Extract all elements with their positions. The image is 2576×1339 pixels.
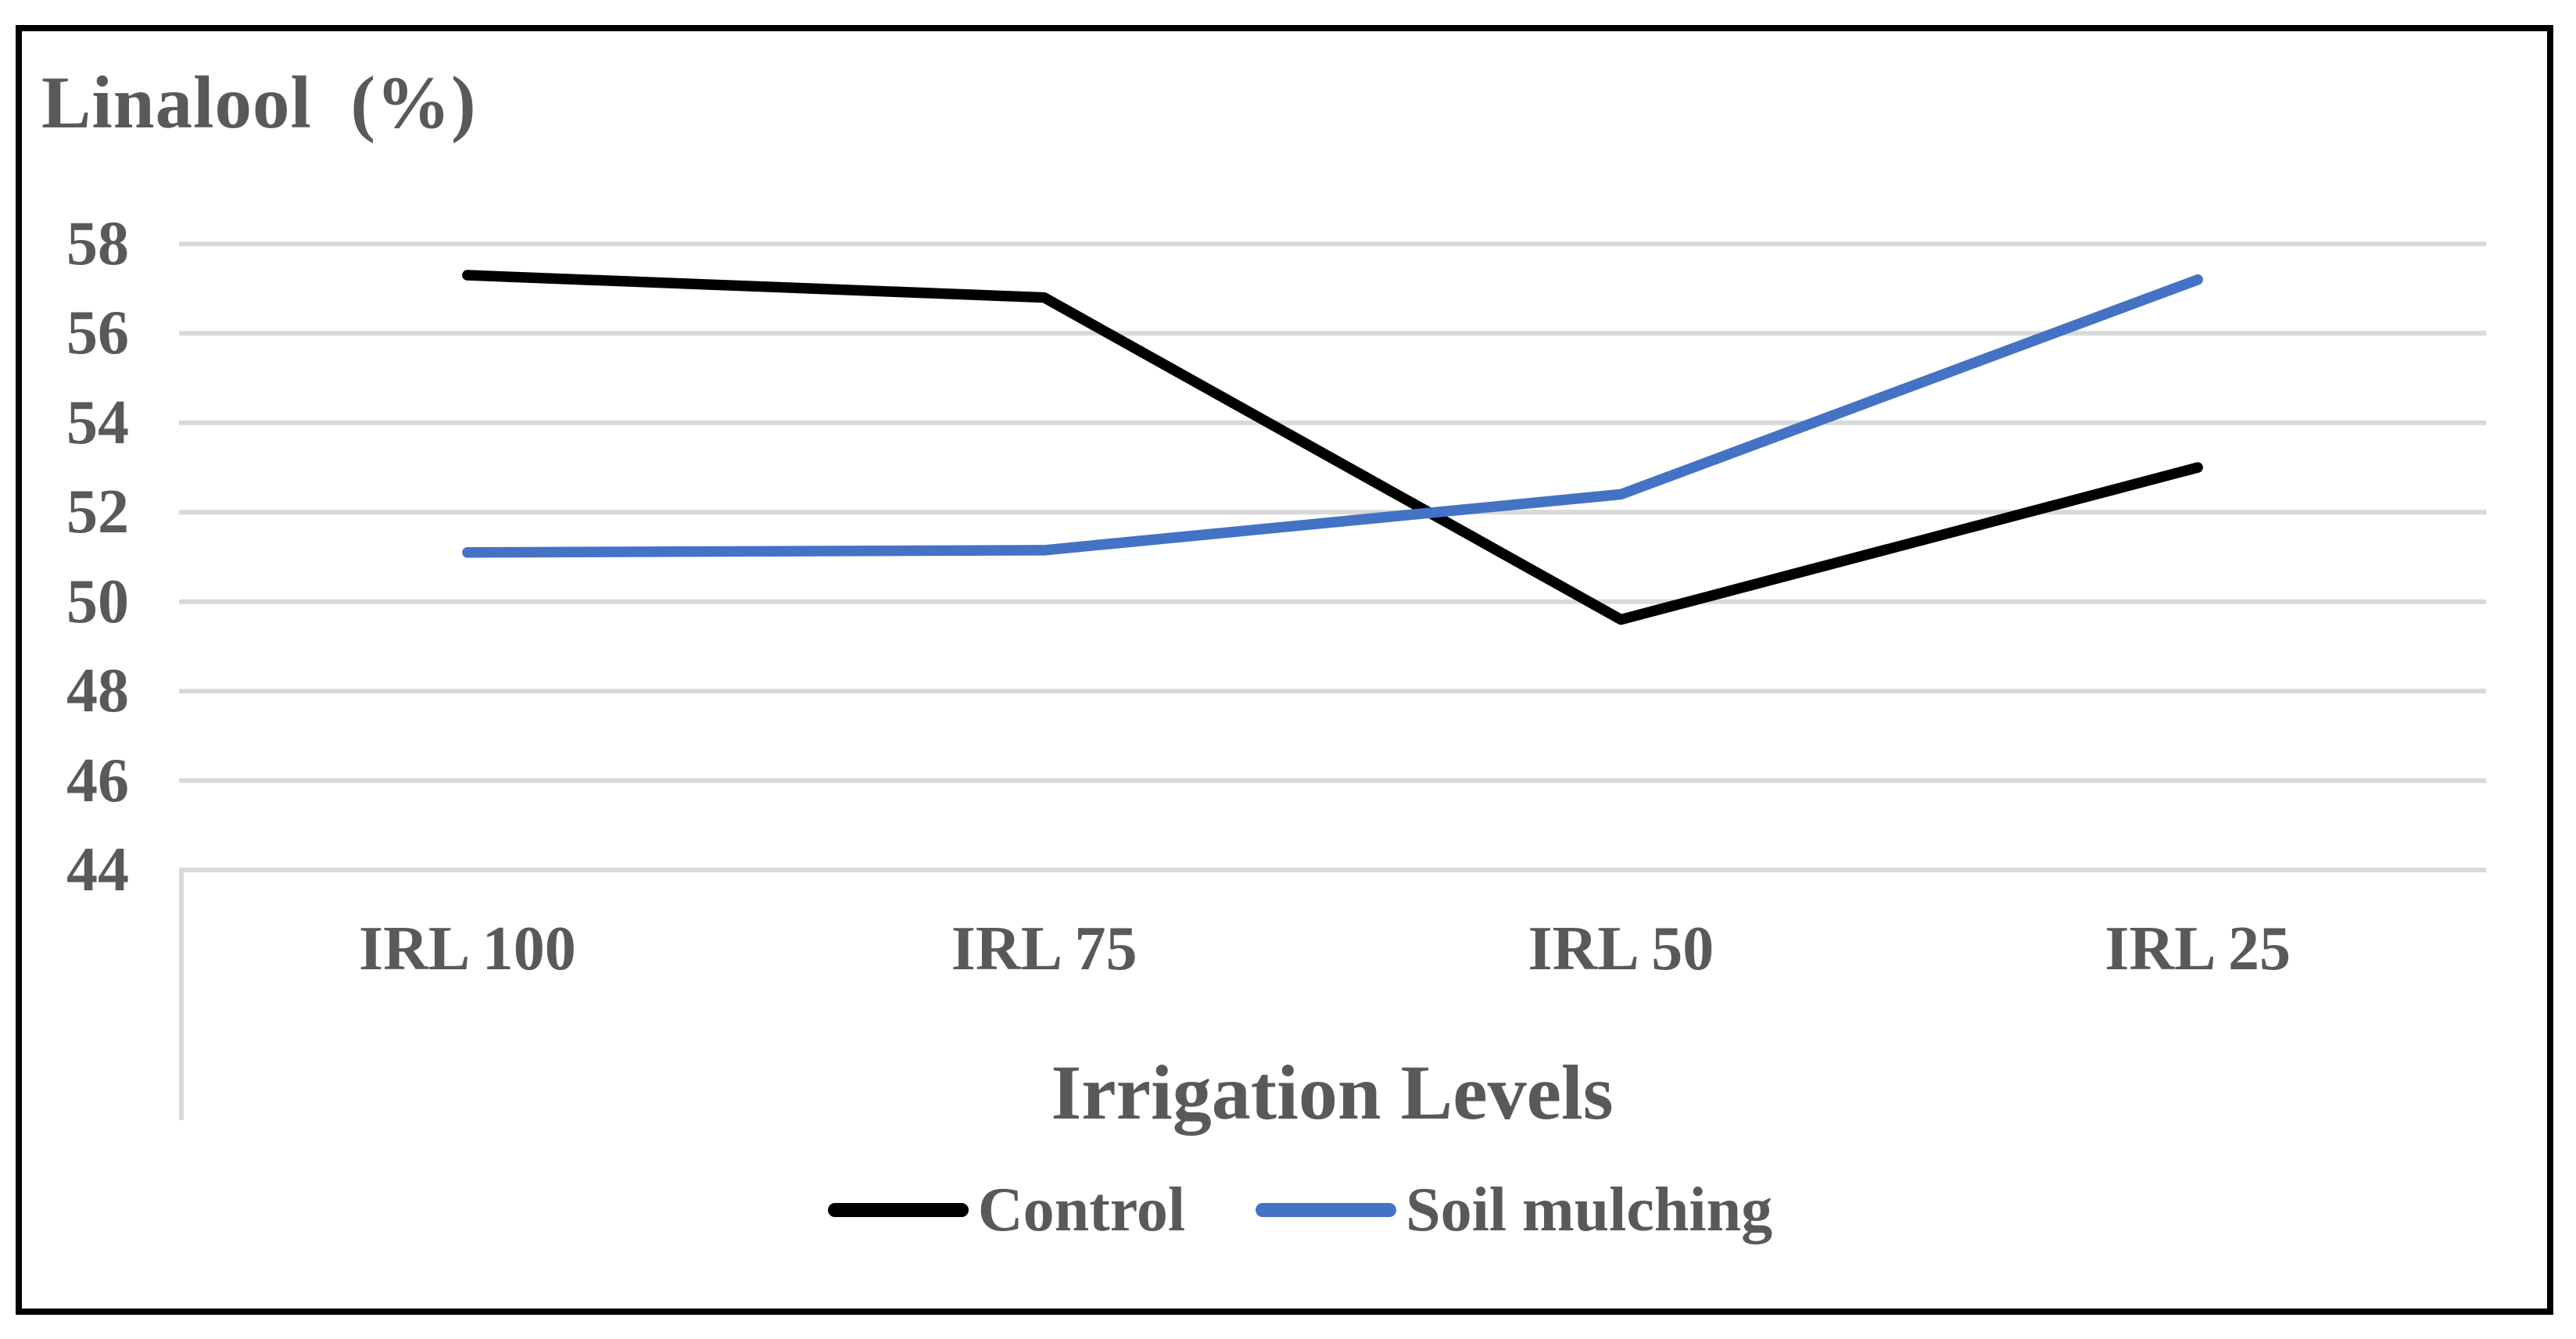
y-tick-label-44: 44 [66, 836, 129, 904]
legend-label: Control [977, 1176, 1186, 1244]
figure-border [16, 25, 2553, 1315]
legend-item-soil-mulching: Soil mulching [1256, 1179, 1772, 1241]
legend: Control Soil mulching [16, 1179, 2553, 1241]
legend-label: Soil mulching [1406, 1176, 1773, 1244]
x-category-label-irl-50: IRL 50 [1528, 915, 1714, 983]
series-line-control [462, 270, 2203, 625]
series-line-soil-mulching [462, 274, 2203, 558]
x-axis-title: Irrigation Levels [1051, 1049, 1614, 1136]
chart-title: Linalool (%) [41, 61, 477, 144]
legend-item-control: Control [827, 1176, 1186, 1244]
y-tick-label-46: 46 [66, 746, 129, 815]
y-tick-label-50: 50 [66, 567, 129, 636]
y-tick-label-54: 54 [66, 388, 129, 457]
legend-swatch-icon [827, 1203, 969, 1217]
x-category-label-irl-100: IRL 100 [358, 915, 576, 983]
y-tick-label-48: 48 [66, 657, 129, 726]
x-category-label-irl-75: IRL 75 [951, 915, 1138, 983]
y-tick-label-56: 56 [66, 299, 129, 368]
x-category-label-irl-25: IRL 25 [2105, 915, 2291, 983]
legend-swatch-icon [1256, 1203, 1397, 1217]
y-tick-label-52: 52 [66, 478, 129, 547]
y-tick-label-58: 58 [66, 209, 129, 278]
